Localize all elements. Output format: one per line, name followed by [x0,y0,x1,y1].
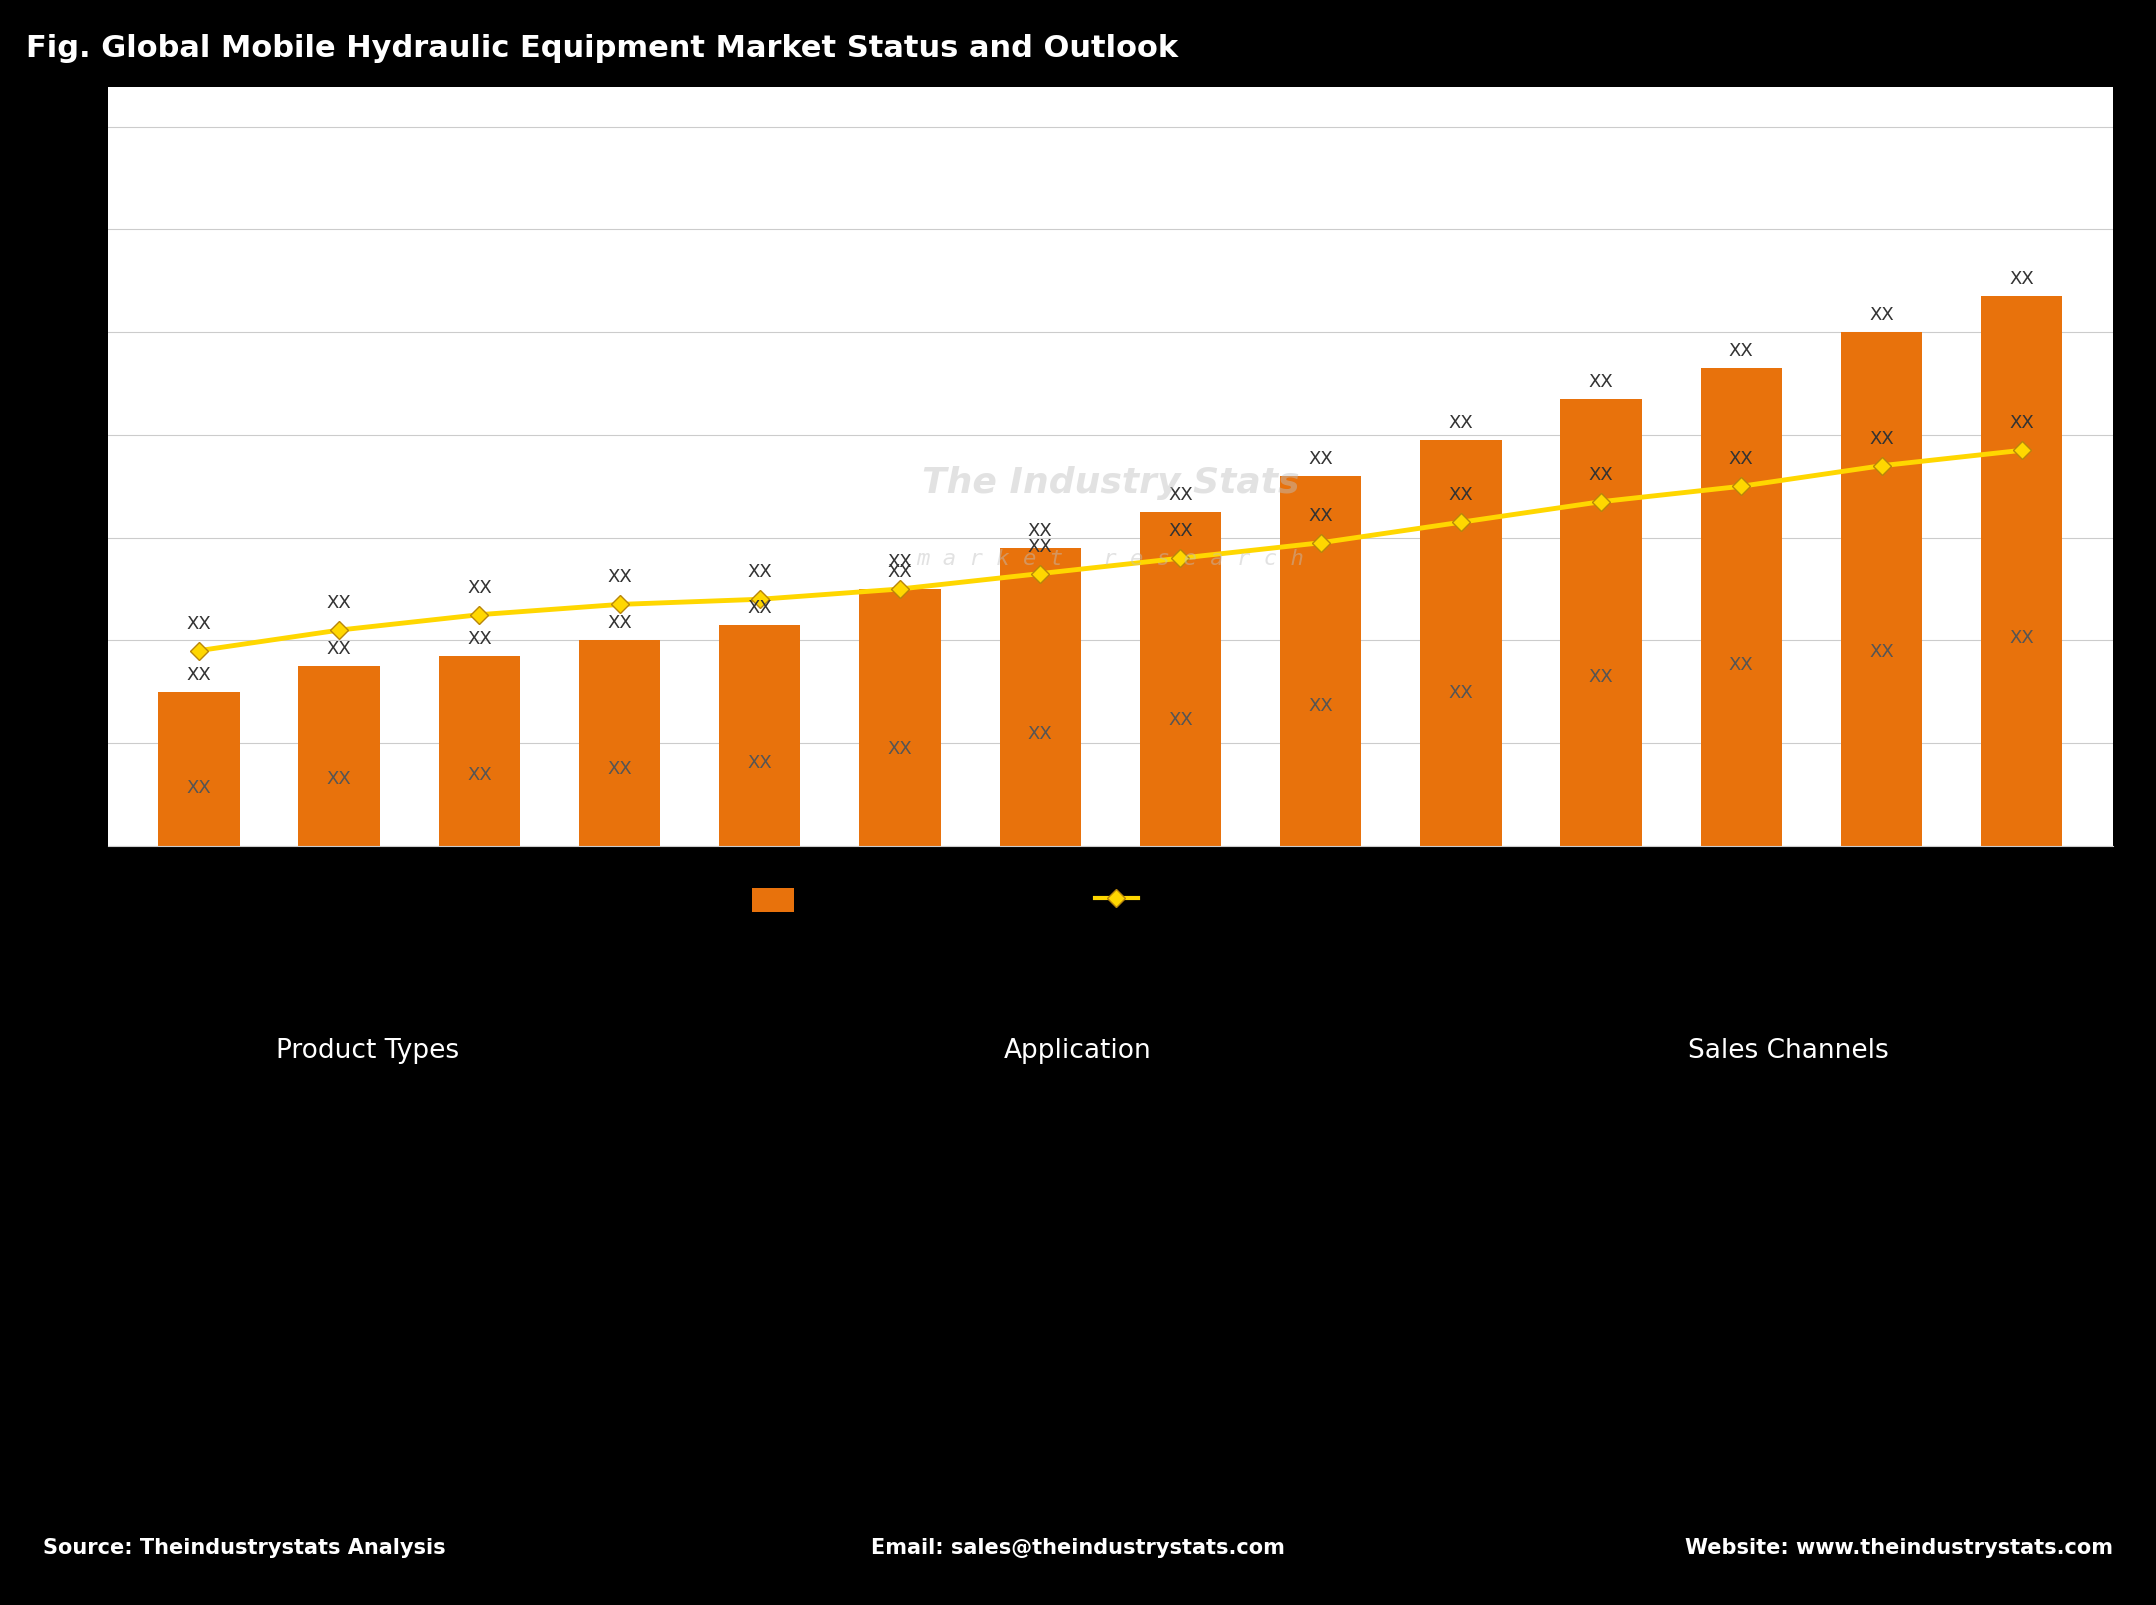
Bar [298,666,379,846]
Bar [1841,332,1923,846]
Text: Fig. Global Mobile Hydraulic Equipment Market Status and Outlook: Fig. Global Mobile Hydraulic Equipment M… [26,34,1177,63]
Text: XX: XX [748,753,772,772]
Text: XX: XX [2009,414,2033,432]
Text: XX: XX [1729,656,1753,674]
Text: XX: XX [188,664,211,684]
Text: XX: XX [888,552,912,571]
Text: XX: XX [1449,414,1473,432]
Text: XX: XX [1869,430,1893,448]
Bar [157,692,239,846]
Text: XX: XX [888,562,912,581]
Text: XX: XX [1869,642,1893,660]
Text: XX: XX [328,594,351,612]
Bar [1421,441,1501,846]
Text: Source: Theindustrystats Analysis: Source: Theindustrystats Analysis [43,1538,446,1557]
Text: •Distribution Channel: •Distribution Channel [1488,1433,1744,1457]
Text: XX: XX [1449,684,1473,701]
Text: XX: XX [608,613,632,632]
Text: XX: XX [1449,486,1473,504]
Text: XX: XX [608,568,632,586]
Text: XX: XX [1729,342,1753,360]
Text: •Hydraulic Pumps: •Hydraulic Pumps [67,1176,280,1201]
Text: XX: XX [1169,711,1192,729]
Text: XX: XX [1589,372,1613,390]
Bar [1281,477,1360,846]
Text: XX: XX [748,599,772,616]
Text: XX: XX [2009,629,2033,647]
Text: XX: XX [468,766,492,783]
Text: XX: XX [1309,697,1332,714]
Text: •Others: •Others [67,1433,160,1457]
Text: XX: XX [188,615,211,632]
Bar [860,589,940,846]
Text: •Direct Channel: •Direct Channel [1488,1176,1677,1201]
Bar [580,640,660,846]
Text: XX: XX [2009,270,2033,287]
Text: XX: XX [468,629,492,647]
Text: •Hydraulic Valves: •Hydraulic Valves [67,1241,276,1265]
Text: XX: XX [1589,668,1613,685]
Text: The Industry Stats: The Industry Stats [921,465,1300,499]
Text: XX: XX [1869,307,1893,324]
Text: XX: XX [1028,724,1052,742]
Bar [1141,512,1220,846]
Text: XX: XX [1028,538,1052,555]
Bar [1561,400,1641,846]
Text: •Others: •Others [776,1433,871,1457]
Text: Email: sales@theindustrystats.com: Email: sales@theindustrystats.com [871,1538,1285,1557]
Text: XX: XX [1028,522,1052,539]
Text: XX: XX [328,639,351,658]
Text: Application: Application [1005,1037,1151,1064]
Text: XX: XX [1169,522,1192,539]
Bar [1981,297,2063,846]
Text: XX: XX [888,740,912,758]
Text: XX: XX [748,563,772,581]
Text: XX: XX [1729,449,1753,469]
Bar [720,626,800,846]
Text: XX: XX [468,578,492,597]
Text: m a r k e t   r e s e a r c h: m a r k e t r e s e a r c h [916,549,1304,568]
Text: XX: XX [1589,465,1613,483]
Text: XX: XX [1309,449,1332,467]
Text: •Industrial: •Industrial [776,1176,901,1201]
Text: XX: XX [188,778,211,796]
Legend: Revenue (Million $), Y-oY Growth Rate (%): Revenue (Million $), Y-oY Growth Rate (%… [742,878,1414,923]
Text: XX: XX [1309,507,1332,525]
Text: •Hydraulic Cylinders: •Hydraulic Cylinders [67,1305,310,1329]
Text: XX: XX [328,769,351,786]
Bar [438,656,520,846]
Text: XX: XX [1169,486,1192,504]
Text: Product Types: Product Types [276,1037,459,1064]
Text: •Hydraulic Motors: •Hydraulic Motors [67,1369,280,1393]
Text: XX: XX [608,759,632,777]
Bar [1000,549,1080,846]
Text: Website: www.theindustrystats.com: Website: www.theindustrystats.com [1684,1538,2113,1557]
Text: Sales Channels: Sales Channels [1688,1037,1889,1064]
Bar [1701,369,1783,846]
Text: •Commercial: •Commercial [776,1305,931,1329]
